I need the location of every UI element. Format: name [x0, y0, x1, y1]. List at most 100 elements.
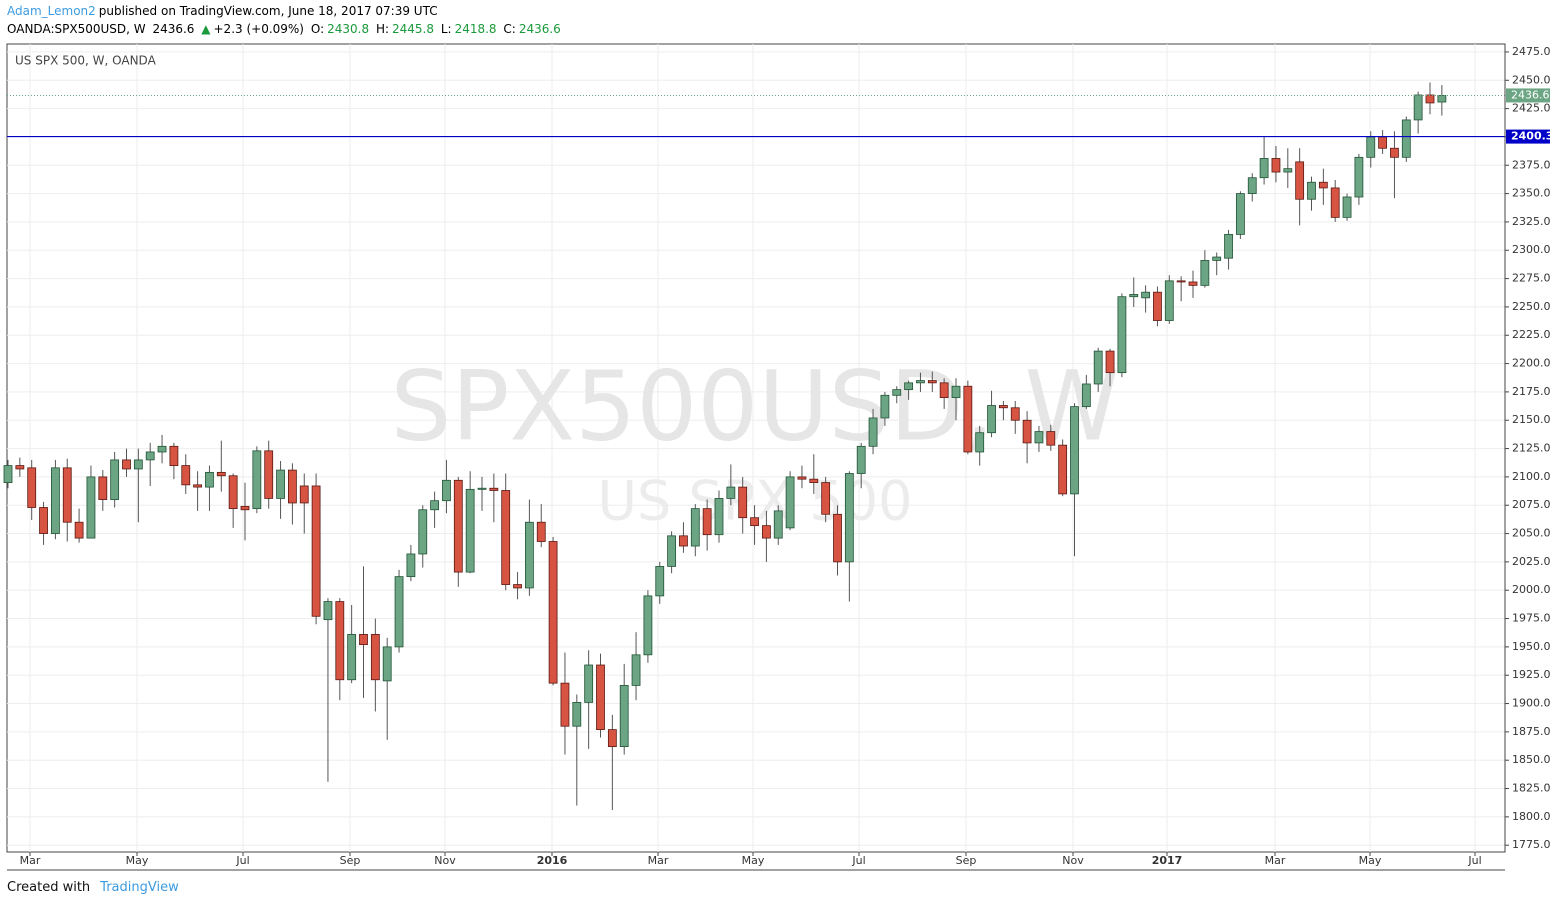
candle-body [501, 490, 511, 585]
candle-body [287, 469, 297, 504]
candle-body [525, 521, 534, 589]
y-tick-label: 2200.0 [1512, 357, 1551, 370]
candle-body [228, 475, 238, 510]
l-value: 2418.8 [454, 22, 497, 36]
candle-body [880, 394, 890, 419]
last-price-label: 2436.6 [1511, 88, 1550, 101]
x-tick-label: Jul [235, 854, 249, 867]
candle-body [833, 513, 842, 563]
candle-body [892, 389, 902, 396]
created-with: Created with [7, 880, 91, 895]
candle-body [1081, 383, 1091, 408]
y-tick-label: 2075.0 [1512, 498, 1551, 511]
candle-body [205, 471, 214, 488]
candle-body [1200, 260, 1210, 286]
candle-body [951, 385, 961, 398]
symbol-line: OANDA:SPX500USD, W 2436.6 ▲ +2.3 (+0.09%)… [7, 22, 564, 36]
candle-body [1093, 350, 1103, 385]
y-tick-label: 2425.0 [1512, 102, 1551, 115]
candle-body [442, 479, 451, 502]
candle-body [1010, 407, 1020, 421]
candle-body [1390, 147, 1399, 158]
candle-body [1153, 291, 1162, 321]
arrow: ▲ [201, 22, 211, 36]
candle-body [773, 510, 783, 539]
candle-body [1401, 119, 1411, 158]
y-tick-label: 1875.0 [1512, 725, 1551, 738]
y-tick-label: 1925.0 [1512, 668, 1551, 681]
candle-body [809, 478, 819, 483]
candle-body [27, 467, 37, 508]
candle-body [3, 465, 13, 483]
candle-body [619, 685, 629, 748]
candle-body [86, 476, 96, 539]
candle-body [536, 521, 546, 542]
candle-body [939, 382, 949, 398]
candle-body [1366, 136, 1376, 158]
y-tick-label: 1800.0 [1512, 810, 1551, 823]
candle-body [453, 479, 463, 573]
candle-body [596, 664, 605, 731]
candle-body [216, 471, 226, 477]
x-tick-label: Mar [20, 854, 41, 867]
candle-body [430, 500, 440, 511]
candle-body [1271, 158, 1281, 173]
y-tick-label: 1850.0 [1512, 753, 1551, 766]
candle-body [821, 482, 831, 515]
candle-body [572, 702, 582, 727]
author-link[interactable]: Adam_Lemon2 [7, 4, 96, 18]
l-label: L: [440, 22, 452, 36]
candle-body [987, 405, 996, 434]
candle-body [1295, 161, 1305, 200]
change: +2.3 (+0.09%) [213, 22, 305, 36]
y-tick-label: 2025.0 [1512, 555, 1551, 568]
h-value: 2445.8 [392, 22, 435, 36]
y-tick-label: 2225.0 [1512, 328, 1551, 341]
candle-body [679, 535, 688, 547]
y-tick-label: 1975.0 [1512, 612, 1551, 625]
candle-body [418, 509, 428, 555]
hline-label: 2400.3 [1511, 130, 1553, 143]
publish-line: Adam_Lemon2 published on TradingView.com,… [7, 4, 441, 18]
candle-body [489, 487, 499, 491]
candle-body [1425, 94, 1435, 104]
candle-body [181, 465, 191, 486]
candle-body [844, 473, 854, 563]
candle-body [690, 508, 700, 547]
chart-title: US SPX 500, W, OANDA [15, 54, 157, 68]
candle-body [1141, 291, 1150, 299]
candle-body [1378, 136, 1387, 149]
candle-body [145, 451, 155, 461]
c-label: C: [503, 22, 516, 36]
candle-body [15, 465, 25, 470]
candle-body [1176, 280, 1186, 283]
hline-box [1506, 129, 1550, 144]
candle-body [631, 654, 641, 686]
candle-body [1129, 294, 1139, 298]
symbol: OANDA:SPX500USD, W [7, 22, 146, 36]
x-tick-label: Jul [1467, 854, 1481, 867]
candle-body [1236, 193, 1245, 235]
candle-body [702, 508, 712, 536]
o-label: O: [310, 22, 325, 36]
x-tick-label: Sep [956, 854, 977, 867]
o-value: 2430.8 [327, 22, 370, 36]
candle-body [1318, 181, 1328, 189]
candle-body [1058, 444, 1068, 495]
candle-body [74, 521, 84, 539]
candle-body [1164, 280, 1174, 321]
brand-link[interactable]: TradingView [100, 880, 179, 895]
candle-body [513, 584, 522, 589]
y-tick-label: 2300.0 [1512, 243, 1551, 256]
candle-body [548, 541, 558, 684]
y-tick-label: 2275.0 [1512, 272, 1551, 285]
candle-body [1070, 406, 1079, 495]
x-tick-label: 2017 [1152, 854, 1183, 867]
candle-body [98, 476, 108, 500]
candle-body [169, 445, 179, 466]
x-tick-label: Mar [648, 854, 669, 867]
x-tick-label: Sep [340, 854, 361, 867]
candle-body [110, 459, 120, 500]
